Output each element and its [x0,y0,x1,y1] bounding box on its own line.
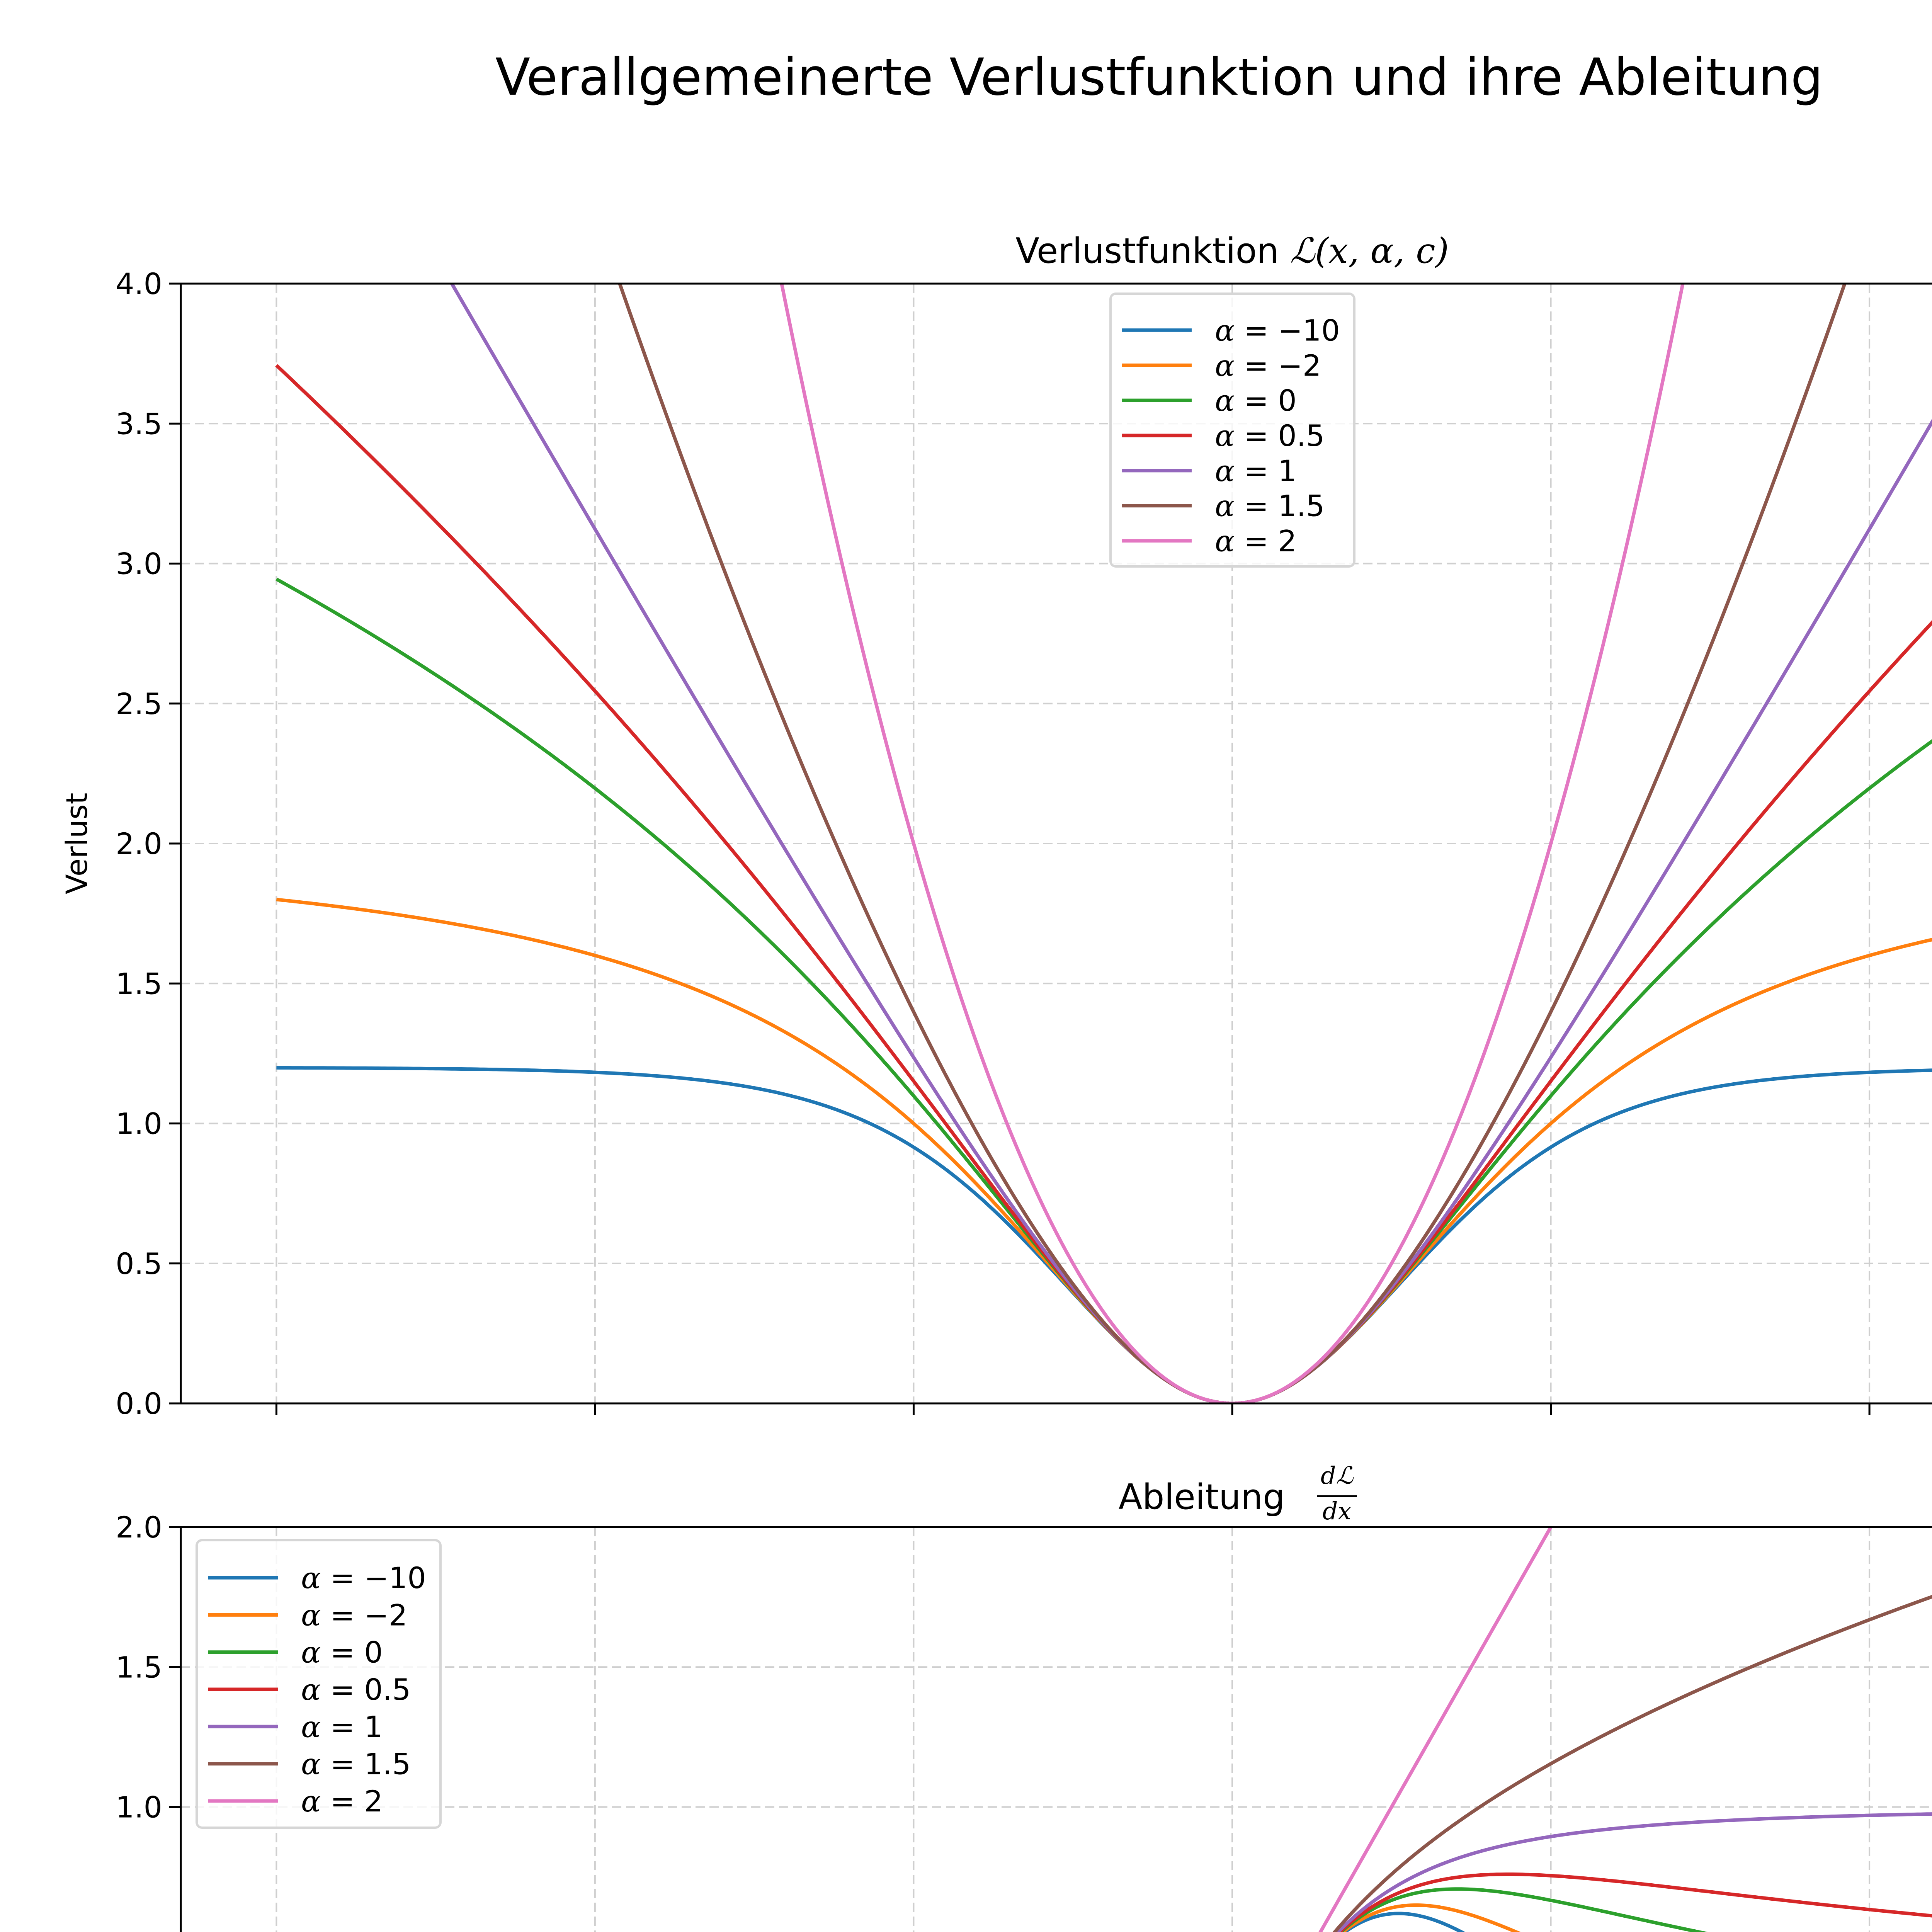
legend-alpha-symbol: α [301,1709,321,1744]
legend-alpha-value: = −10 [1235,313,1340,347]
y-tick-label: 2.0 [116,1510,162,1544]
legend-label: α = 1 [1215,454,1297,488]
derivative-axes-frame [180,1526,1932,1932]
legend-alpha-symbol: α [1215,348,1235,383]
y-tick-label: 3.5 [116,406,162,441]
y-tick-label: 1.0 [116,1790,162,1825]
legend-alpha-symbol: α [1215,524,1235,558]
legend-alpha-value: = 1 [1235,454,1296,488]
legend-alpha-symbol: α [301,1561,321,1595]
loss-panel-title: Verlustfunktion ℒ(x, α, c) [1015,231,1449,271]
derivative-title-numerator: dℒ [1321,1461,1354,1490]
series-line-alpha-1 [450,284,1932,1403]
derivative-panel-title: Ableitung [1119,1477,1285,1517]
y-tick-label: 2.5 [116,687,162,721]
legend-alpha-value: = 0.5 [1235,418,1325,453]
series-line-alpha-1_5 [1332,1595,1932,1932]
y-tick-label: 2.0 [116,827,162,861]
legend-frame [196,1539,442,1829]
legend-alpha-value: = 2 [321,1784,383,1818]
legend-alpha-value: = 0 [1235,383,1296,418]
loss-title-text: Verlustfunktion [1015,231,1290,271]
legend-alpha-symbol: α [1215,383,1235,418]
legend-alpha-symbol: α [1215,454,1235,488]
derivative-legend: α = −10α = −2α = 0α = 0.5α = 1α = 1.5α =… [196,1539,442,1829]
legend-label: α = 0.5 [301,1672,411,1707]
legend-frame [1109,293,1355,568]
legend-alpha-symbol: α [301,1635,321,1670]
y-tick-label: 4.0 [116,267,162,301]
series-line-alpha-neg2 [276,898,1932,1403]
y-tick-label: 1.0 [116,1107,162,1141]
derivative-curves [1318,1527,1932,1932]
legend-alpha-value: = 0 [321,1635,383,1670]
legend-label: α = 0.5 [1215,418,1325,453]
legend-label: α = 2 [1215,524,1297,558]
loss-legend: α = −10α = −2α = 0α = 0.5α = 1α = 1.5α =… [1109,293,1355,568]
derivative-ticks: −6−4−20246−2.0−1.5−1.0−0.50.00.51.01.52.… [116,1510,181,1932]
legend-alpha-value: = −10 [321,1561,426,1595]
legend-alpha-value: = 2 [1235,524,1296,558]
legend-alpha-value: = 1.5 [321,1747,411,1781]
y-tick-label: 0.5 [116,1930,162,1932]
legend-alpha-value: = −2 [1235,348,1321,383]
legend-alpha-symbol: α [301,1598,321,1632]
y-tick-label: 0.0 [116,1386,162,1421]
legend-alpha-symbol: α [301,1784,321,1818]
legend-alpha-symbol: α [1215,418,1235,453]
legend-label: α = −2 [301,1598,407,1632]
legend-alpha-symbol: α [301,1747,321,1781]
legend-alpha-value: = 1.5 [1235,489,1325,523]
legend-alpha-symbol: α [1215,489,1235,523]
legend-label: α = 1.5 [1215,489,1325,523]
legend-label: α = 2 [301,1784,383,1818]
legend-alpha-value: = −2 [321,1598,407,1632]
derivative-title-fraction: dℒ dx [1317,1461,1357,1525]
loss-title-math: ℒ(x, α, c) [1290,231,1449,271]
legend-label: α = 1 [301,1709,383,1744]
series-line-alpha-0_5 [1337,1872,1932,1932]
legend-label: α = 0 [1215,383,1297,418]
derivative-panel: −6−4−20246−2.0−1.5−1.0−0.50.00.51.01.52.… [116,1461,1932,1932]
y-tick-label: 3.0 [116,547,162,581]
legend-alpha-symbol: α [301,1672,321,1707]
legend-label: α = −2 [1215,348,1321,383]
series-line-alpha-0 [276,577,1932,1403]
loss-ylabel: Verlust [60,793,94,895]
figure-suptitle: Verallgemeinerte Verlustfunktion und ihr… [495,48,1823,107]
loss-ticks: 0.0 0.5 1.0 1.5 2.0 2.5 3.0 3.5 4.0 [116,267,1871,1421]
derivative-title-text: Ableitung [1119,1477,1285,1517]
series-line-alpha-1 [1335,1812,1932,1932]
series-line-alpha-neg10 [276,1066,1932,1403]
legend-label: α = −10 [301,1561,426,1595]
y-tick-label: 1.5 [116,966,162,1001]
loss-panel: 0.0 0.5 1.0 1.5 2.0 2.5 3.0 3.5 4.0 Verlustfunkt… [60,231,1932,1421]
legend-alpha-value: = 1 [321,1709,383,1744]
y-tick-label: 0.5 [116,1247,162,1281]
legend-label: α = 0 [301,1635,383,1670]
loss-curves [275,284,1932,1403]
legend-label: α = −10 [1215,313,1340,347]
series-line-alpha-0_5 [275,364,1932,1403]
y-tick-label: 1.5 [116,1650,162,1684]
legend-alpha-symbol: α [1215,313,1235,347]
legend-alpha-value: = 0.5 [321,1672,411,1707]
legend-label: α = 1.5 [301,1747,411,1781]
derivative-title-denominator: dx [1323,1497,1352,1525]
